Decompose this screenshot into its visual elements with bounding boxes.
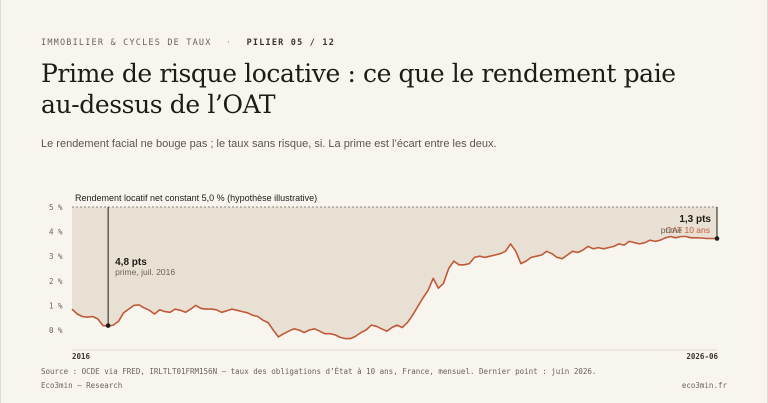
annotation-caption: prime, juil. 2016 (115, 267, 175, 277)
annotation-point (105, 323, 111, 328)
kicker: IMMOBILIER & CYCLES DE TAUX · PILIER 05 … (41, 38, 335, 48)
annotation-caption: prime (661, 225, 683, 235)
annotation-value: 4,8 pts (115, 257, 147, 268)
page-subtitle: Le rendement facial ne bouge pas ; le ta… (41, 138, 497, 150)
y-tick-label: 0 % (49, 326, 63, 335)
reference-line-label: Rendement locatif net constant 5,0 % (hy… (75, 193, 317, 203)
footer-site: eco3min.fr (681, 381, 727, 390)
footer-brand: Eco3min — Research (41, 381, 123, 390)
premium-area (72, 207, 717, 339)
annotation-value: 1,3 pts (679, 214, 711, 225)
series-line (71, 235, 717, 340)
y-tick-label: 2 % (49, 277, 63, 286)
kicker-pillar: PILIER 05 / 12 (246, 38, 336, 48)
x-start-label: 2016 (72, 352, 91, 361)
x-end-label: 2026-06 (686, 352, 718, 361)
kicker-separator: · (225, 38, 233, 48)
series-end-label: OAT 10 ans (665, 225, 710, 235)
y-tick-label: 1 % (49, 301, 63, 310)
page-title: Prime de risque locative : ce que le ren… (41, 59, 676, 119)
y-tick-label: 3 % (49, 252, 63, 261)
kicker-section: IMMOBILIER & CYCLES DE TAUX (41, 38, 212, 48)
y-tick-label: 4 % (49, 228, 63, 237)
source-note: Source : OCDE via FRED, IRLTLT01FRM156N … (41, 367, 597, 376)
y-tick-label: 5 % (49, 203, 63, 212)
annotation-point (714, 236, 720, 241)
